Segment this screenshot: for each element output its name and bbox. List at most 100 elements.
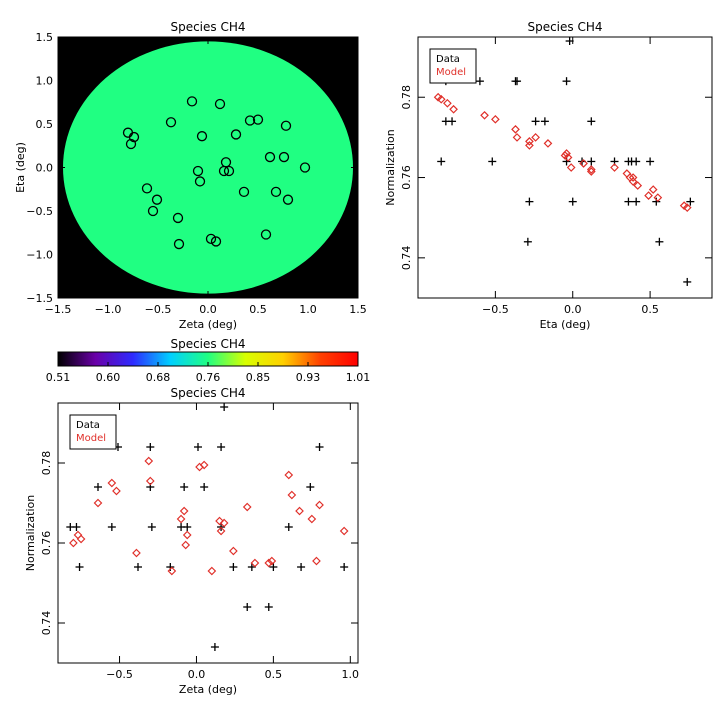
colorbar-tick-label: 0.60 — [96, 371, 121, 384]
pointing-circle — [278, 151, 290, 163]
model-point — [176, 514, 186, 524]
colorbar-tick-label: 0.68 — [146, 371, 171, 384]
model-point — [132, 548, 141, 558]
colorbar-tick-label: 0.51 — [46, 371, 71, 384]
model-point — [284, 470, 294, 480]
model-point — [511, 125, 520, 134]
x-tick-label: −0.5 — [482, 303, 509, 316]
pointing-circle — [141, 183, 153, 194]
model-point — [531, 133, 540, 142]
legend-entry: Data — [76, 420, 100, 431]
x-tick-label: 1.5 — [349, 303, 367, 316]
model-point — [586, 165, 596, 174]
pointing-circle — [147, 205, 159, 217]
model-point — [167, 566, 177, 576]
chart-title: Species CH4 — [527, 20, 602, 34]
pointing-circle — [223, 165, 235, 177]
pointing-circle — [214, 98, 226, 110]
x-tick-label: 0.5 — [249, 303, 267, 316]
model-point — [628, 173, 638, 182]
y-tick-label: 0.5 — [36, 118, 54, 131]
colorbar-title: Species CH4 — [170, 337, 245, 351]
model-point — [449, 104, 458, 114]
model-point — [443, 98, 452, 108]
model-point — [525, 141, 534, 150]
pointing-circle — [186, 96, 198, 107]
legend-entry: Model — [76, 433, 106, 444]
pointing-circle — [196, 131, 208, 142]
plot-frame — [417, 36, 713, 299]
model-point — [207, 566, 217, 576]
model-point — [179, 506, 189, 516]
pointing-circle — [299, 162, 311, 173]
model-point — [339, 526, 349, 536]
pointing-circle — [210, 236, 222, 247]
x-tick-label: −0.5 — [106, 668, 133, 681]
model-point — [562, 149, 571, 158]
pointing-circle — [238, 186, 250, 198]
x-tick-label: 0.5 — [641, 303, 659, 316]
model-point — [73, 530, 83, 540]
model-point — [181, 540, 191, 550]
y-tick-label: 1.5 — [36, 31, 54, 44]
y-tick-label: 0.74 — [40, 611, 53, 636]
model-point — [107, 478, 117, 488]
model-point — [215, 516, 224, 526]
y-tick-label: 1.0 — [36, 75, 54, 88]
x-tick-label: 0.0 — [188, 668, 206, 681]
normalization-disk — [63, 41, 353, 294]
y-axis-label: Normalization — [24, 495, 37, 571]
pointing-circle — [125, 138, 137, 150]
pointing-circle — [218, 165, 230, 177]
pointing-circle — [151, 194, 163, 205]
model-point — [250, 558, 260, 568]
model-point — [315, 500, 324, 510]
pointing-circle — [260, 229, 272, 240]
model-point — [267, 556, 277, 566]
x-tick-label: 1.0 — [342, 668, 360, 681]
model-point — [264, 558, 274, 568]
model-point — [144, 456, 154, 466]
model-point — [312, 556, 321, 566]
pointing-circle — [252, 114, 264, 125]
y-tick-label: 0.78 — [40, 451, 53, 476]
model-point — [242, 502, 252, 512]
pointing-circle — [264, 151, 276, 163]
model-point — [295, 506, 304, 516]
model-point — [653, 193, 663, 202]
x-tick-label: −1.0 — [95, 303, 122, 316]
y-axis-label: Normalization — [384, 129, 397, 205]
model-point — [69, 538, 78, 548]
x-tick-label: −0.5 — [145, 303, 172, 316]
pointing-circle — [165, 117, 177, 128]
model-point — [633, 181, 643, 190]
y-tick-label: 0.76 — [40, 531, 53, 556]
model-point — [566, 163, 576, 172]
pointing-circle — [194, 176, 206, 187]
y-tick-label: −1.0 — [26, 249, 53, 262]
model-point — [648, 185, 658, 194]
x-tick-label: 0.5 — [265, 668, 283, 681]
model-point — [644, 191, 653, 200]
model-point — [480, 110, 489, 120]
y-tick-label: 0.76 — [400, 165, 413, 190]
x-axis-label: Eta (deg) — [540, 318, 591, 331]
model-point — [628, 177, 638, 186]
plot-frame — [57, 402, 359, 664]
pointing-circle — [205, 233, 217, 244]
model-point — [219, 518, 229, 528]
model-point — [491, 114, 500, 124]
colorbar-tick-label: 1.01 — [346, 371, 371, 384]
legend-box — [429, 48, 477, 84]
y-tick-label: −0.5 — [26, 205, 53, 218]
y-tick-label: 0.74 — [400, 246, 413, 271]
model-point — [586, 167, 596, 176]
model-point — [543, 139, 553, 148]
model-point — [512, 133, 522, 142]
pointing-circle — [280, 120, 292, 131]
model-point — [525, 137, 534, 146]
chart-title: Species CH4 — [170, 386, 245, 400]
model-point — [622, 169, 632, 178]
pointing-circle — [172, 212, 184, 224]
